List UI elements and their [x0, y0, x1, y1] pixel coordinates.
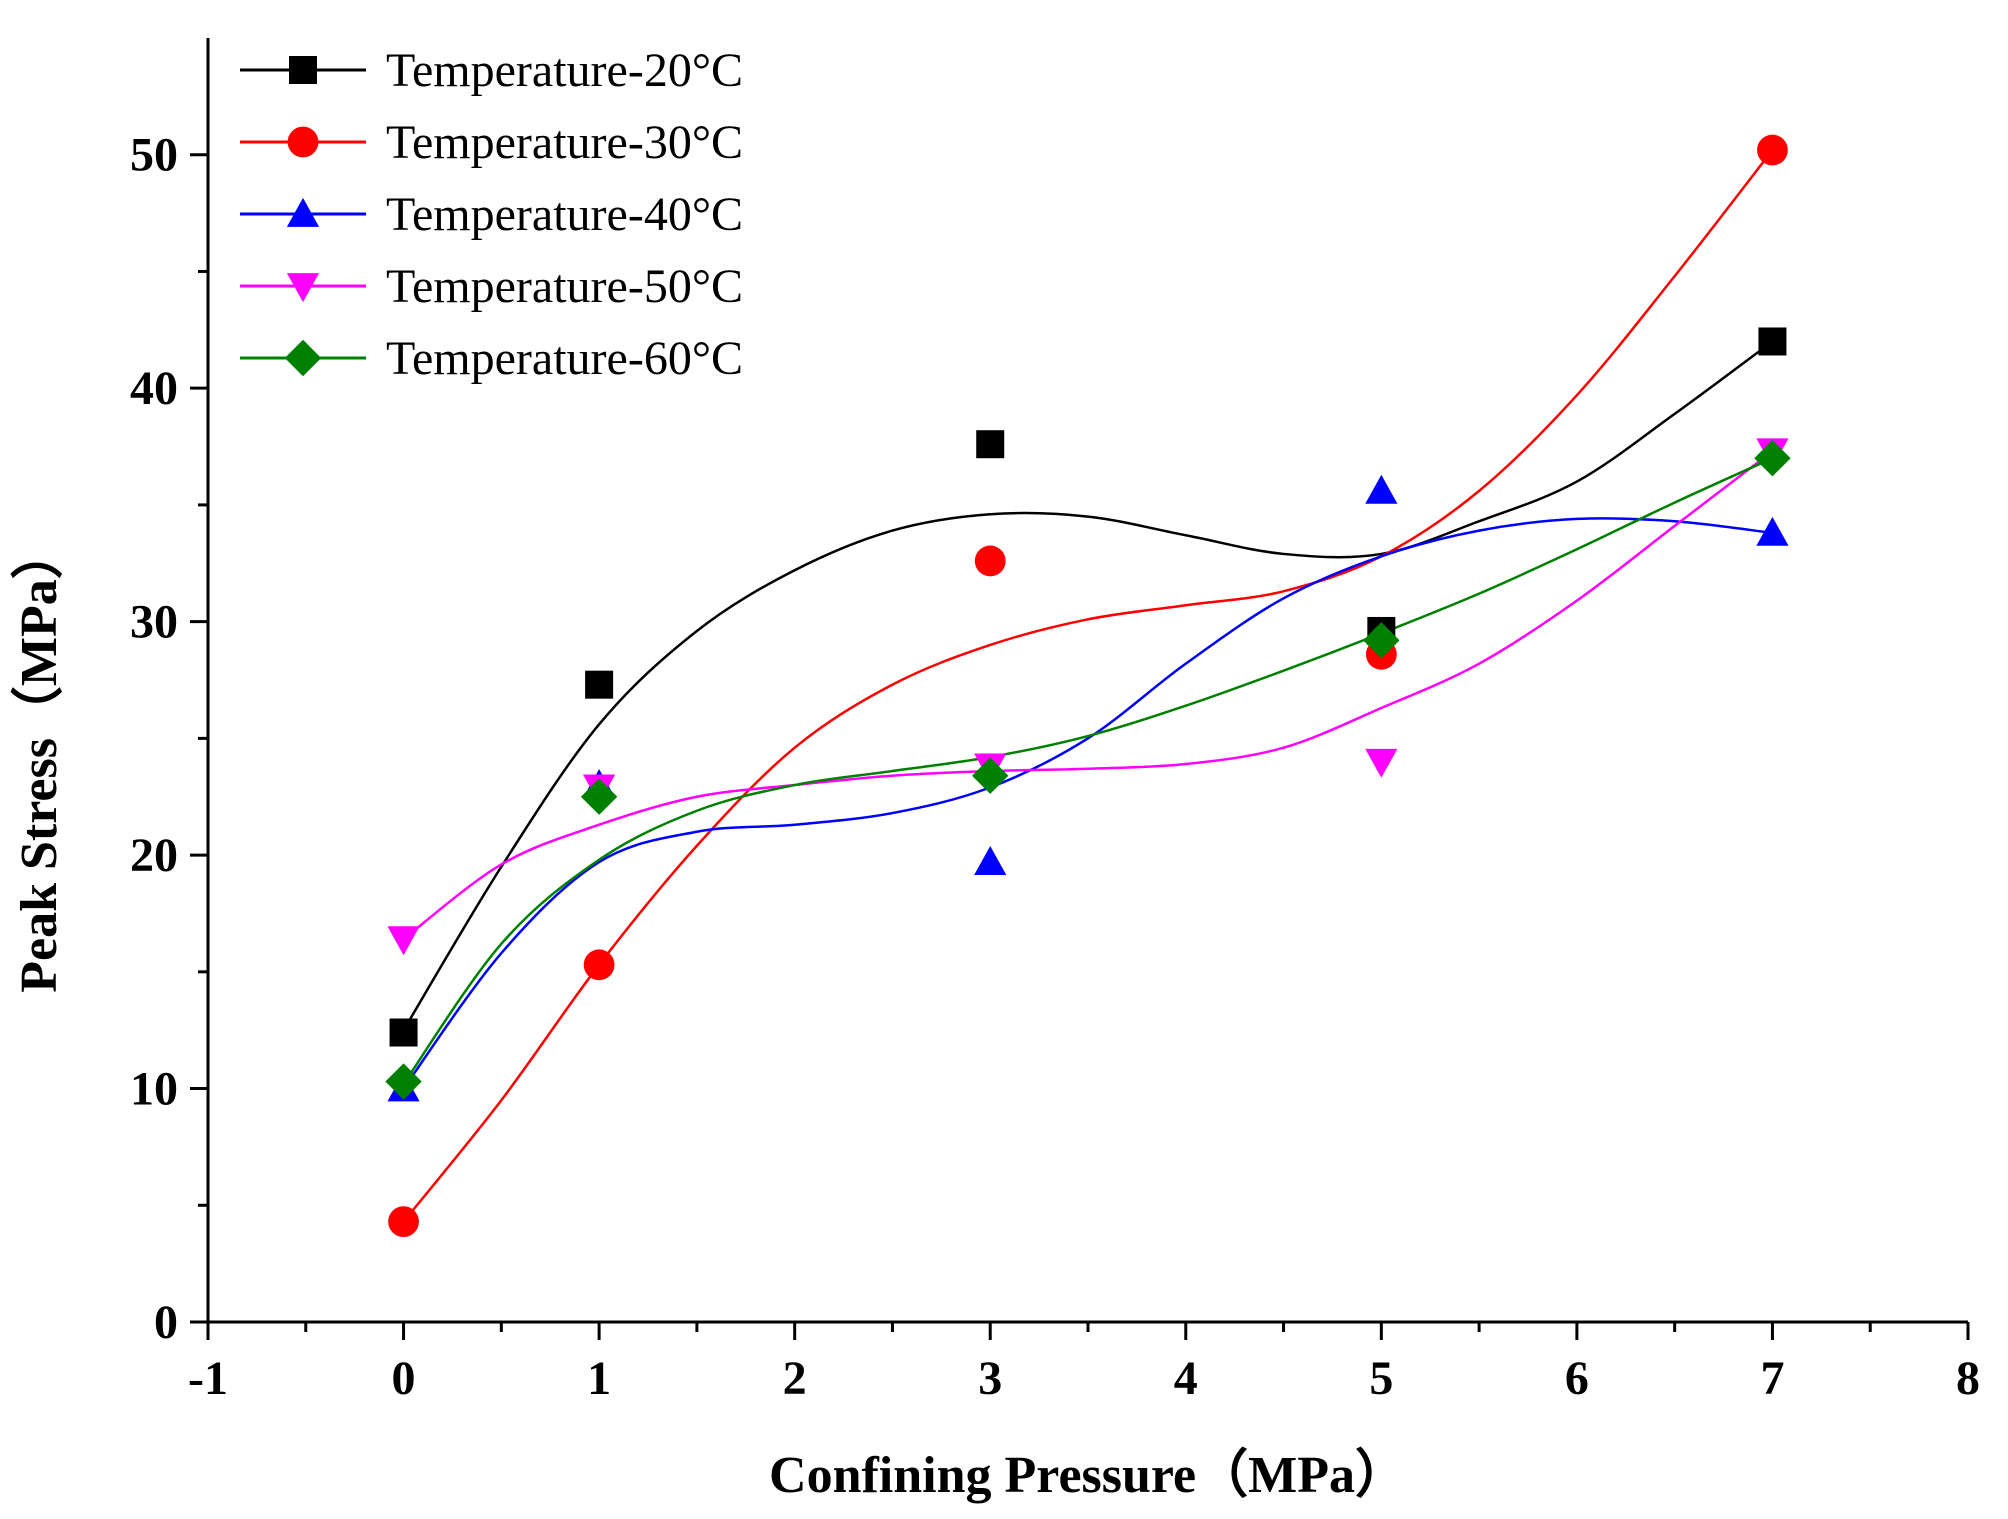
data-point-temperature-30-c [1757, 134, 1788, 166]
data-point-temperature-30-c [583, 949, 615, 981]
data-point-temperature-40-c [1756, 516, 1789, 546]
legend-label-temperature-20-c: Temperature-20°C [386, 44, 743, 97]
x-tick-label: 4 [1174, 1352, 1198, 1405]
y-tick-label: 40 [130, 362, 178, 415]
fit-line-temperature-50-c [402, 450, 1774, 941]
data-point-temperature-20-c [1758, 327, 1787, 356]
legend-label-temperature-50-c: Temperature-50°C [386, 260, 743, 313]
data-point-temperature-20-c [976, 430, 1005, 459]
data-point-temperature-40-c [1365, 474, 1398, 504]
fit-line-temperature-40-c [402, 517, 1773, 1090]
y-tick-label: 30 [130, 596, 178, 649]
x-tick-label: 3 [978, 1352, 1002, 1405]
y-tick-label: 0 [154, 1296, 178, 1349]
fit-line-temperature-20-c [402, 340, 1774, 1031]
data-point-temperature-20-c [389, 1018, 418, 1047]
data-point-temperature-60-c [580, 778, 618, 815]
legend-label-temperature-40-c: Temperature-40°C [386, 188, 743, 241]
x-tick-label: 8 [1956, 1352, 1980, 1405]
data-point-temperature-60-c [972, 757, 1009, 794]
x-tick-label: 0 [392, 1352, 416, 1405]
legend-label-temperature-60-c: Temperature-60°C [386, 332, 743, 385]
legend-marker-temperature-50-c [286, 273, 320, 303]
data-point-temperature-20-c [585, 670, 614, 699]
y-tick-label: 50 [130, 129, 178, 182]
x-tick-label: 6 [1565, 1352, 1589, 1405]
legend: Temperature-20°C Temperature-30°C Temperat… [240, 44, 743, 385]
fit-line-temperature-60-c [402, 457, 1773, 1085]
legend-marker-temperature-20-c [289, 56, 317, 84]
data-point-temperature-60-c [385, 1063, 422, 1100]
x-tick-label: 1 [587, 1352, 611, 1405]
x-axis-title: Confining Pressure（MPa） [769, 1446, 1407, 1504]
data-point-temperature-40-c [974, 845, 1007, 875]
y-tick-label: 20 [130, 829, 178, 882]
data-point-temperature-30-c [974, 545, 1006, 577]
legend-label-temperature-30-c: Temperature-30°C [386, 116, 743, 169]
data-point-temperature-50-c [1365, 748, 1398, 778]
x-tick-label: 5 [1369, 1352, 1393, 1405]
legend-marker-temperature-40-c [286, 197, 320, 227]
data-point-temperature-60-c [1363, 622, 1400, 659]
x-tick-label: 2 [783, 1352, 807, 1405]
legend-marker-temperature-60-c [284, 339, 322, 377]
data-point-temperature-50-c [387, 926, 420, 956]
y-tick-label: 10 [130, 1063, 178, 1116]
legend-marker-temperature-30-c [287, 126, 319, 158]
x-tick-label: 7 [1760, 1352, 1784, 1405]
data-markers [385, 134, 1791, 1238]
x-tick-label: -1 [188, 1352, 228, 1405]
y-axis-title: Peak Stress（MPa） [10, 527, 68, 993]
data-point-temperature-30-c [388, 1206, 419, 1238]
data-point-temperature-60-c [1754, 440, 1791, 477]
